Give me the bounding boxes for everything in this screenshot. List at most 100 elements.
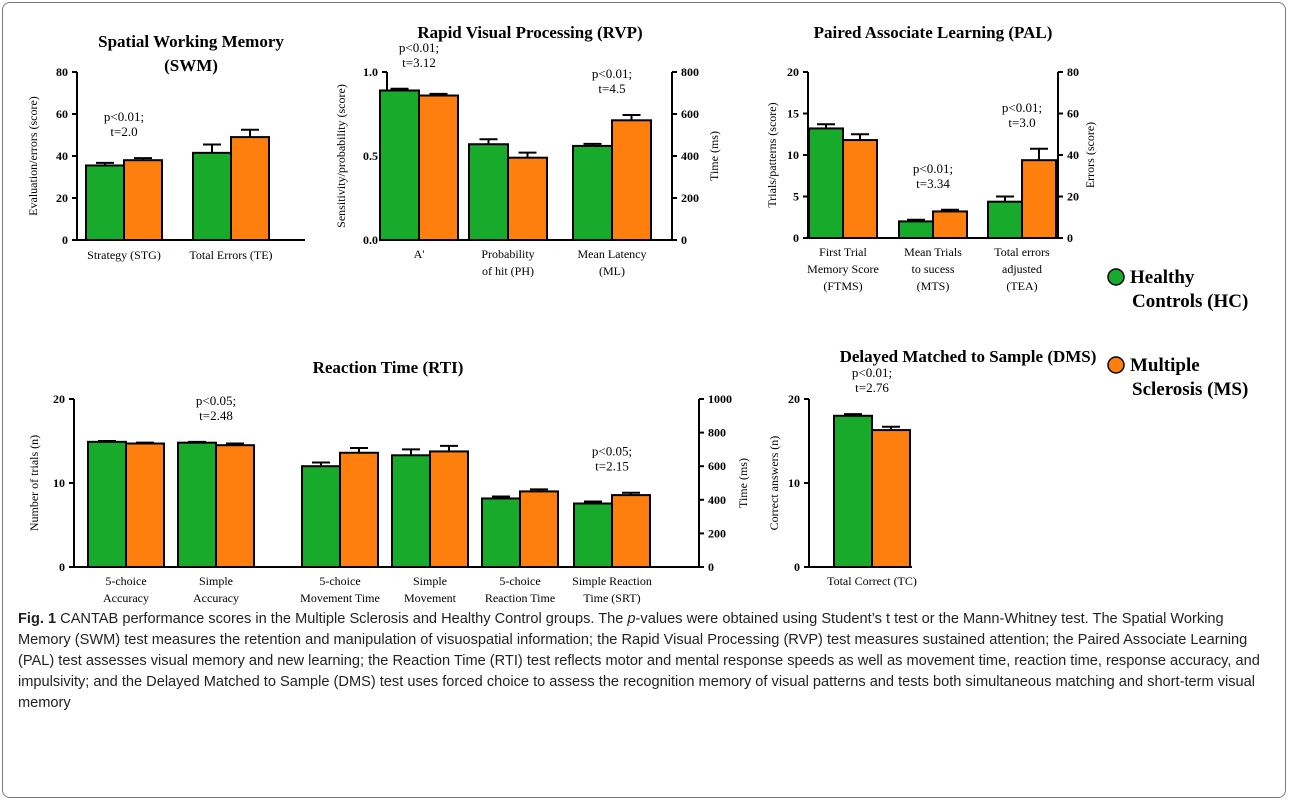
y-axis-title: Correct answers (n)	[767, 436, 781, 531]
significance-annotation: t=2.76	[855, 380, 889, 395]
y-tick-label: 0	[59, 560, 65, 574]
bar-ms	[932, 210, 968, 240]
y-tick-label: 20	[788, 392, 800, 406]
x-category-label: Reaction Time	[485, 591, 555, 605]
x-category-label: (5CMT)	[320, 608, 360, 610]
y-tick-label: 1.0	[363, 65, 378, 79]
bar-ms	[871, 429, 911, 568]
bar-hc	[468, 143, 509, 242]
significance-annotation: p<0.01;	[913, 161, 953, 176]
bar-ms	[519, 490, 559, 568]
x-category-label: (ML)	[599, 264, 625, 278]
bar-ms	[230, 136, 270, 242]
y-tick-label: 20	[56, 191, 68, 205]
chart-title: Spatial Working Memory	[98, 32, 284, 51]
y2-tick-label: 40	[1067, 148, 1079, 162]
x-category-label: of hit (PH)	[482, 264, 534, 278]
x-category-label: Strategy (STG)	[87, 248, 161, 262]
significance-annotation: t=3.0	[1008, 115, 1035, 130]
bar-hc	[87, 440, 127, 568]
y-tick-label: 10	[53, 476, 65, 490]
x-category-label: Memory Score	[807, 262, 879, 276]
y-tick-label: 5	[793, 190, 799, 204]
x-category-label: Total errors	[994, 245, 1050, 259]
y2-tick-label: 200	[708, 526, 726, 540]
bar-hc	[808, 127, 844, 239]
x-category-label: A'	[414, 247, 425, 261]
y2-axis-title: Time (ms)	[707, 131, 721, 181]
chart-title: (SWM)	[164, 56, 218, 75]
bar-ms	[429, 450, 469, 568]
chart-pal: Paired Associate Learning (PAL) 0 5 10 15 20 T…	[765, 23, 1097, 293]
y2-tick-label: 20	[1067, 190, 1079, 204]
y-tick-label: 20	[787, 65, 799, 79]
significance-annotation: t=3.34	[916, 176, 950, 191]
y2-tick-label: 400	[708, 493, 726, 507]
x-category-label: Mean Trials	[904, 245, 962, 259]
x-category-label: Score (5CAS)	[92, 608, 160, 610]
y-tick-label: 10	[787, 148, 799, 162]
bar-ms	[1021, 159, 1057, 239]
x-category-label: Movement	[404, 591, 457, 605]
significance-annotation: p<0.01;	[399, 40, 439, 55]
significance-annotation: p<0.01;	[592, 66, 632, 81]
y-tick-label: 80	[56, 65, 68, 79]
x-category-label: Simple	[199, 574, 233, 588]
bar-hc	[192, 151, 232, 242]
significance-annotation: t=3.12	[402, 55, 436, 70]
chart-title: Reaction Time (RTI)	[313, 358, 464, 377]
bar-hc	[177, 441, 217, 568]
y2-tick-label: 600	[681, 107, 699, 121]
y2-tick-label: 0	[681, 233, 687, 247]
legend-label: Multiple	[1130, 355, 1200, 376]
bar-hc	[898, 220, 934, 239]
y-tick-label: 15	[787, 107, 799, 121]
bar-hc	[391, 454, 431, 568]
caption-label: Fig. 1	[18, 611, 57, 627]
x-category-label: Mean Latency	[578, 247, 647, 261]
y2-tick-label: 600	[708, 459, 726, 473]
y2-tick-label: 800	[708, 426, 726, 440]
x-category-label: Accuracy	[193, 591, 239, 605]
y-axis-title: Sensitivity/probability (score)	[334, 84, 348, 228]
x-category-label: (5CRT)	[502, 608, 539, 610]
bar-hc	[481, 497, 521, 568]
y-tick-label: 0	[793, 231, 799, 245]
x-category-label: First Trial	[819, 245, 867, 259]
legend-label: Controls (HC)	[1132, 291, 1248, 312]
bar-hc	[987, 200, 1023, 239]
x-category-label: Total Correct (TC)	[827, 574, 917, 588]
significance-annotation: t=2.0	[110, 124, 137, 139]
x-category-label: 5-choice	[499, 574, 540, 588]
bar-ms	[611, 494, 651, 569]
bar-ms	[418, 94, 459, 241]
y2-tick-label: 1000	[708, 392, 732, 406]
x-category-label: 5-choice	[105, 574, 146, 588]
significance-annotation: p<0.05;	[592, 444, 632, 459]
bar-ms	[842, 139, 878, 239]
legend-marker	[1107, 356, 1125, 374]
chart-title: Rapid Visual Processing (RVP)	[417, 23, 642, 42]
bar-hc	[833, 414, 873, 568]
y2-tick-label: 0	[708, 560, 714, 574]
significance-annotation: t=2.15	[595, 459, 629, 474]
y-tick-label: 60	[56, 107, 68, 121]
x-category-label: Accuracy	[103, 591, 149, 605]
significance-annotation: p<0.01;	[852, 365, 892, 380]
x-category-label: (MTS)	[917, 279, 950, 293]
chart-dms: Delayed Matched to Sample (DMS) 0 10 20 Corr…	[767, 347, 1096, 588]
chart-swm: Spatial Working Memory (SWM) 0 20 40 60 80 Eval…	[26, 32, 305, 262]
chart-rti: Reaction Time (RTI) 0 10 20 Number of trials…	[27, 358, 750, 610]
bar-hc	[573, 502, 613, 569]
x-category-label: Simple	[413, 574, 447, 588]
y2-tick-label: 0	[1067, 231, 1073, 245]
significance-annotation: p<0.01;	[1002, 100, 1042, 115]
caption-text-2: -values were obtained using Student’s t …	[18, 611, 1260, 711]
y-tick-label: 0	[62, 233, 68, 247]
y-tick-label: 0.0	[363, 233, 378, 247]
x-category-label: Movement Time	[300, 591, 380, 605]
x-category-label: Time (SRT)	[583, 591, 640, 605]
bar-ms	[123, 159, 163, 241]
y-axis-title: Evaluation/errors (score)	[26, 96, 40, 216]
legend-marker	[1107, 268, 1125, 286]
